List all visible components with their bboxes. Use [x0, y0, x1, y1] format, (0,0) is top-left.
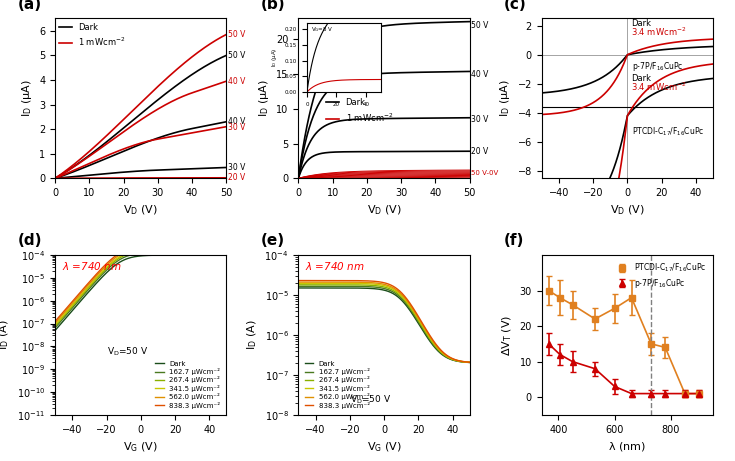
X-axis label: $V_G$ (V): $V_G$ (V) [367, 440, 401, 454]
X-axis label: $V_D$ (V): $V_D$ (V) [610, 204, 645, 217]
Legend: Dark, 1 mWcm$^{-2}$: Dark, 1 mWcm$^{-2}$ [323, 95, 396, 127]
Text: $V_D$=50 V: $V_D$=50 V [350, 393, 391, 406]
Y-axis label: $I_D$ (A): $I_D$ (A) [0, 319, 11, 350]
X-axis label: $\lambda$ (nm): $\lambda$ (nm) [609, 440, 646, 453]
X-axis label: $V_D$ (V): $V_D$ (V) [123, 204, 158, 217]
Text: 40 V: 40 V [471, 70, 489, 78]
Text: 50 V: 50 V [228, 51, 245, 60]
Text: (b): (b) [261, 0, 285, 12]
Y-axis label: $I_D$ ($\mu$A): $I_D$ ($\mu$A) [498, 80, 512, 117]
Text: $\lambda$ =740 nm: $\lambda$ =740 nm [305, 260, 365, 272]
Text: PTCDI-C$_{17}$/F$_{16}$CuPc: PTCDI-C$_{17}$/F$_{16}$CuPc [632, 126, 705, 138]
Text: 40 V: 40 V [228, 117, 245, 126]
Legend: Dark, 1 mWcm$^{-2}$: Dark, 1 mWcm$^{-2}$ [60, 23, 126, 48]
Legend: Dark, 162.7 μWcm⁻², 267.4 μWcm⁻², 341.5 μWcm⁻², 562.0 μWcm⁻², 838.3 μWcm⁻²: Dark, 162.7 μWcm⁻², 267.4 μWcm⁻², 341.5 … [302, 358, 373, 411]
Text: 50 V-0V: 50 V-0V [471, 170, 498, 176]
Text: 50 V: 50 V [228, 30, 245, 39]
Text: 3.4 mWcm$^{-2}$: 3.4 mWcm$^{-2}$ [631, 25, 686, 38]
Text: 40 V: 40 V [228, 77, 245, 86]
Text: $V_D$=50 V: $V_D$=50 V [107, 345, 148, 358]
Text: 30 V: 30 V [228, 163, 245, 172]
Y-axis label: $I_D$ ($\mu$A): $I_D$ ($\mu$A) [257, 80, 270, 117]
Text: 30 V: 30 V [471, 115, 489, 124]
Y-axis label: $I_D$ (A): $I_D$ (A) [245, 319, 259, 350]
Text: (d): (d) [18, 233, 42, 248]
Y-axis label: $\Delta V_T$ (V): $\Delta V_T$ (V) [501, 314, 514, 355]
Text: (a): (a) [18, 0, 42, 12]
Text: $\lambda$ =740 nm: $\lambda$ =740 nm [62, 260, 121, 272]
Text: 3.4 mWcm$^{-2}$: 3.4 mWcm$^{-2}$ [631, 81, 686, 93]
Text: 30 V: 30 V [228, 124, 245, 132]
Text: 20 V: 20 V [471, 148, 489, 156]
Text: 20 V: 20 V [228, 173, 245, 182]
Y-axis label: $I_D$ ($\mu$A): $I_D$ ($\mu$A) [20, 80, 34, 117]
Text: Dark: Dark [631, 19, 650, 28]
Text: (c): (c) [504, 0, 527, 12]
X-axis label: $V_D$ (V): $V_D$ (V) [367, 204, 401, 217]
Text: (f): (f) [504, 233, 524, 248]
Text: 50 V: 50 V [471, 21, 489, 30]
Text: Dark: Dark [631, 74, 650, 83]
Text: (e): (e) [261, 233, 285, 248]
X-axis label: $V_G$ (V): $V_G$ (V) [123, 440, 158, 454]
Legend: PTCDI-C$_{17}$/F$_{16}$CuPc, $p$-7P/F$_{16}$CuPc: PTCDI-C$_{17}$/F$_{16}$CuPc, $p$-7P/F$_{… [613, 259, 709, 293]
Text: $p$-7P/F$_{16}$CuPc: $p$-7P/F$_{16}$CuPc [632, 60, 684, 73]
Legend: Dark, 162.7 μWcm⁻², 267.4 μWcm⁻², 341.5 μWcm⁻², 562.0 μWcm⁻², 838.3 μWcm⁻²: Dark, 162.7 μWcm⁻², 267.4 μWcm⁻², 341.5 … [152, 358, 223, 411]
